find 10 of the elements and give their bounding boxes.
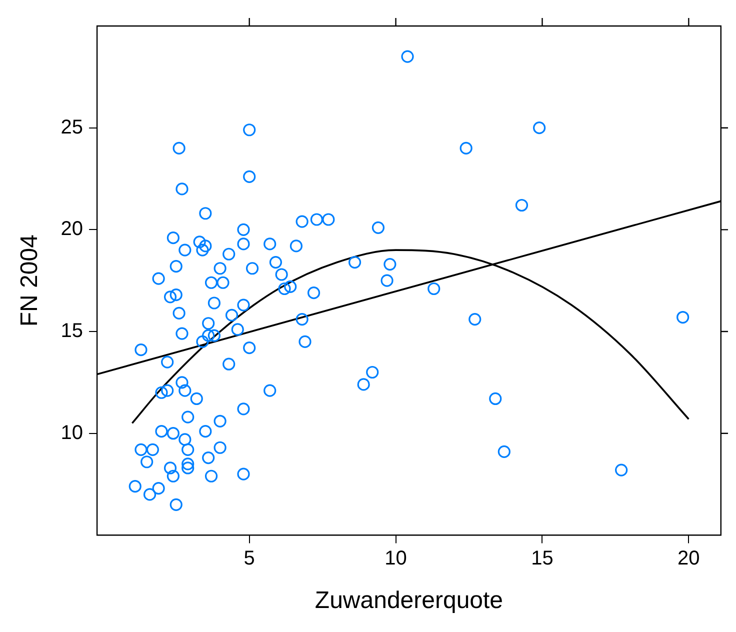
x-tick-label: 5 <box>244 548 255 570</box>
y-tick-label: 20 <box>60 218 84 240</box>
x-tick-label: 15 <box>531 548 554 570</box>
x-axis-title: Zuwandererquote <box>314 587 504 614</box>
y-tick-label: 25 <box>60 116 84 138</box>
y-tick-label: 10 <box>60 422 84 444</box>
y-axis-title: FN 2004 <box>16 234 44 327</box>
x-tick-label: 10 <box>384 548 407 570</box>
x-tick-label: 20 <box>678 548 700 570</box>
y-tick-label: 15 <box>60 320 84 342</box>
